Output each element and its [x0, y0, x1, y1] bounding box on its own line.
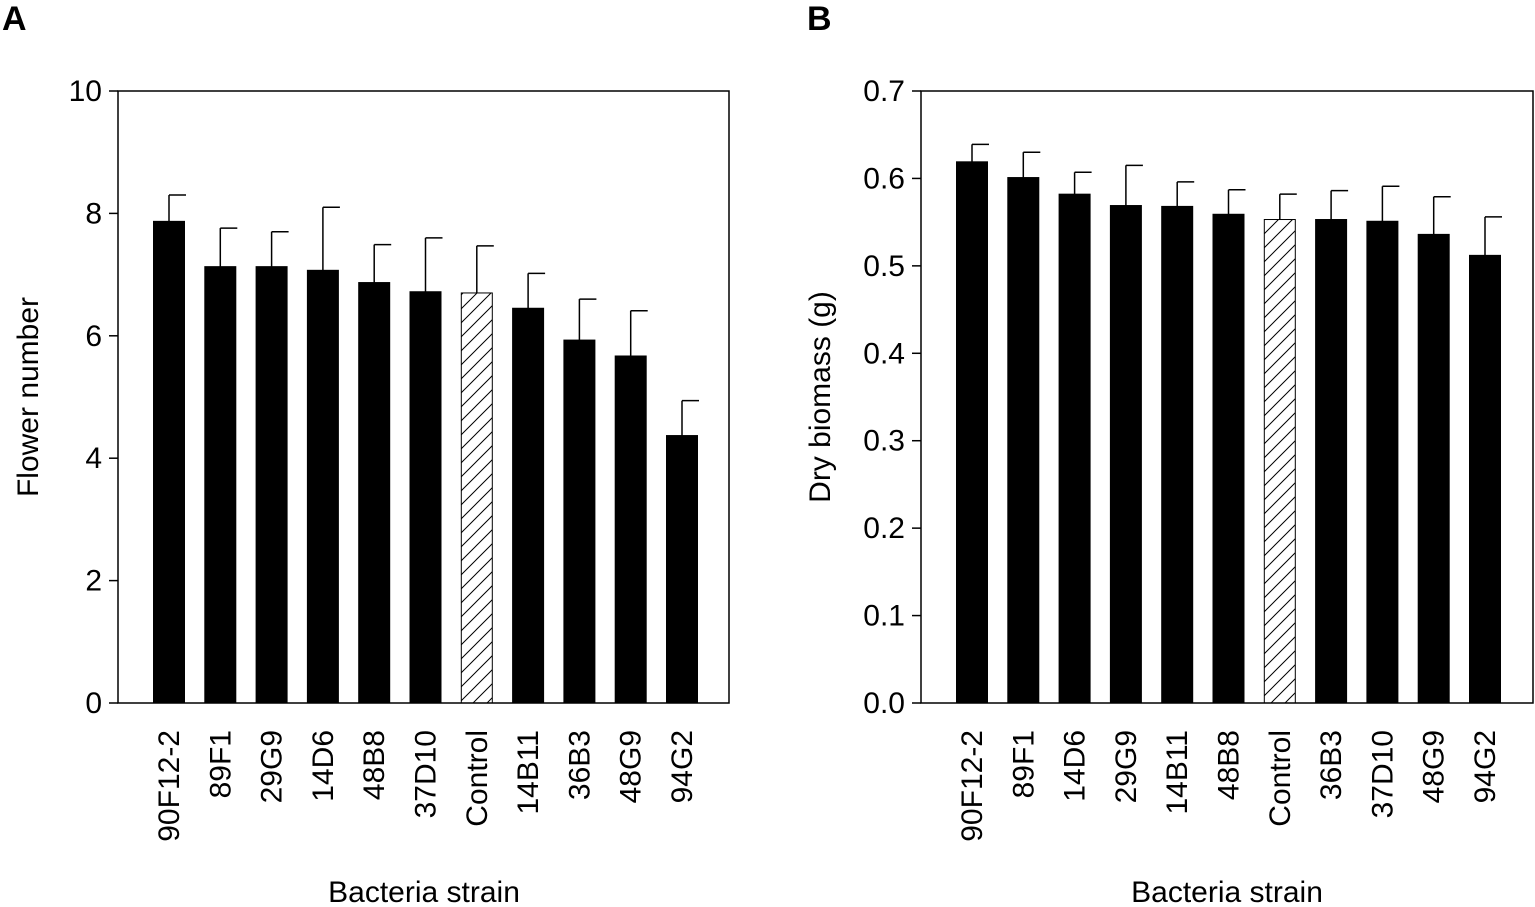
- x-axis-title: Bacteria strain: [1131, 876, 1323, 907]
- x-tick-label: 29G9: [1110, 730, 1143, 803]
- bar: [153, 220, 185, 704]
- bar: [204, 266, 237, 704]
- x-tick-label: 90F12-2: [956, 730, 989, 842]
- x-tick-label: 89F1: [204, 730, 237, 798]
- panel-letter: A: [2, 0, 27, 38]
- x-axis-title: Bacteria strain: [328, 876, 520, 907]
- chart-panel-b: B 0.0 0.1 0.2 0.3 0.4 0.5 0.6 0.7 90F12-2 89F1 14…: [804, 0, 1534, 907]
- x-labels: 90F12-2 89F1 29G9 14D6 48B8 37D10 Control 14B11…: [153, 730, 699, 842]
- x-tick-label: 36B3: [1315, 730, 1348, 800]
- y-tick-label: 0.6: [863, 162, 905, 195]
- y-tick-label: 8: [85, 197, 102, 230]
- x-tick-label: 48B8: [358, 730, 391, 800]
- bar: [1058, 193, 1091, 704]
- bar: [563, 339, 596, 704]
- x-tick-label: 14B11: [512, 730, 545, 815]
- bars: [153, 194, 699, 704]
- bar-control: [1263, 219, 1296, 704]
- y-tick-label: 2: [85, 565, 102, 598]
- chart-panel-a: A 0 2 4 6 8 10 90F12-2 89F1 29G9 14D6 48B8 37D10 Co…: [2, 0, 730, 907]
- bar: [409, 291, 442, 704]
- y-tick-label: 6: [85, 320, 102, 353]
- y-ticks: 0.0 0.1 0.2 0.3 0.4 0.5 0.6 0.7: [863, 75, 921, 720]
- x-tick-label: 48B8: [1213, 730, 1246, 800]
- x-tick-label: 29G9: [256, 730, 289, 803]
- y-tick-label: 0.4: [863, 337, 905, 370]
- y-axis-title: Dry biomass (g): [804, 291, 837, 503]
- bar: [1007, 177, 1040, 704]
- y-ticks: 0 2 4 6 8 10: [69, 75, 118, 720]
- x-tick-label: 94G2: [666, 730, 699, 803]
- bars: [956, 143, 1502, 704]
- bar: [255, 266, 288, 704]
- y-tick-label: 0.1: [863, 600, 905, 633]
- y-axis-title: Flower number: [12, 297, 45, 497]
- bar: [666, 435, 698, 704]
- panel-letter: B: [807, 0, 832, 38]
- bar: [1469, 254, 1501, 704]
- x-tick-label: 48G9: [1418, 730, 1451, 803]
- bar: [1366, 220, 1399, 704]
- y-tick-label: 0.3: [863, 425, 905, 458]
- x-tick-label: 89F1: [1007, 730, 1040, 798]
- bar: [956, 161, 988, 704]
- y-tick-label: 0: [85, 687, 102, 720]
- bar: [358, 282, 391, 704]
- bar: [614, 355, 647, 704]
- bar-control: [460, 292, 493, 704]
- x-tick-label: Control: [461, 730, 494, 827]
- bar: [1109, 205, 1142, 704]
- y-tick-label: 0.0: [863, 687, 905, 720]
- bar: [1161, 205, 1194, 704]
- y-tick-label: 4: [85, 442, 102, 475]
- x-tick-label: 90F12-2: [153, 730, 186, 842]
- x-tick-label: 48G9: [615, 730, 648, 803]
- x-tick-label: 36B3: [563, 730, 596, 800]
- bar: [1212, 213, 1245, 704]
- y-tick-label: 0.5: [863, 250, 905, 283]
- x-tick-label: 14D6: [307, 730, 340, 802]
- bar: [512, 307, 545, 704]
- x-tick-label: 14D6: [1059, 730, 1092, 802]
- x-tick-label: 14B11: [1161, 730, 1194, 815]
- bar: [1417, 233, 1450, 704]
- x-labels: 90F12-2 89F1 14D6 29G9 14B11 48B8 Control 36B3 3…: [956, 730, 1502, 842]
- x-tick-label: 94G2: [1469, 730, 1502, 803]
- y-tick-label: 10: [69, 75, 102, 108]
- x-tick-label: 37D10: [410, 730, 443, 818]
- bar: [1315, 219, 1348, 704]
- x-tick-label: Control: [1264, 730, 1297, 827]
- y-tick-label: 0.7: [863, 75, 905, 108]
- y-tick-label: 0.2: [863, 512, 905, 545]
- bar: [306, 269, 339, 704]
- x-tick-label: 37D10: [1366, 730, 1399, 818]
